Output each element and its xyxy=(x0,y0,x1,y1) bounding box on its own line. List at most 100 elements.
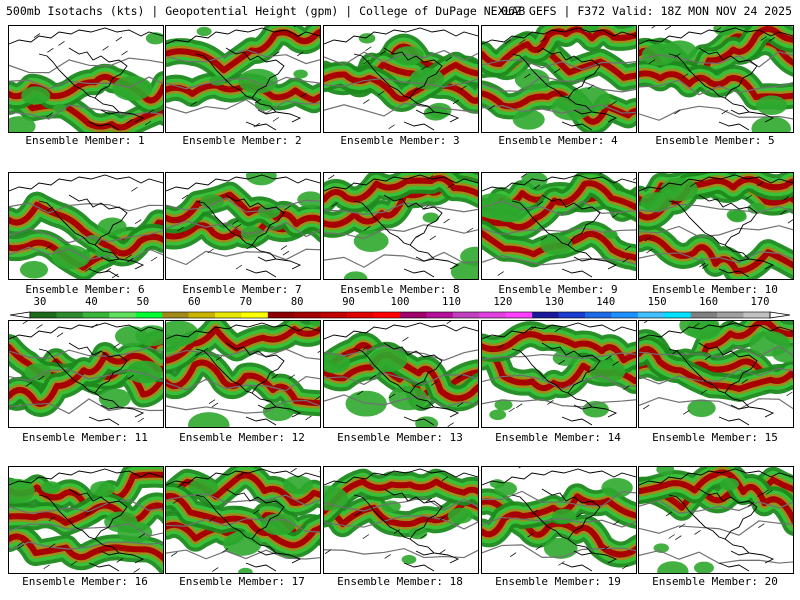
contour-tick xyxy=(324,549,332,554)
ensemble-member-label: Ensemble Member: 15 xyxy=(652,431,778,444)
colorbar-swatch xyxy=(743,312,771,318)
contour-tick xyxy=(540,37,547,43)
height-contour xyxy=(166,375,320,392)
contour-tick xyxy=(94,351,101,357)
ensemble-member-label: Ensemble Member: 9 xyxy=(498,283,618,296)
height-contour xyxy=(482,104,636,114)
contour-tick xyxy=(362,534,370,539)
coastline xyxy=(639,322,793,426)
contour-tick xyxy=(426,175,434,180)
contour-tick xyxy=(704,355,712,360)
contour-tick xyxy=(195,351,202,357)
colorbar-swatch xyxy=(532,312,559,318)
contour-tick xyxy=(282,250,290,256)
contour-tick xyxy=(25,382,32,387)
ensemble-member-label: Ensemble Member: 13 xyxy=(337,431,463,444)
isotach-map xyxy=(166,467,320,573)
contour-tick xyxy=(674,53,681,58)
ensemble-member-label: Ensemble Member: 4 xyxy=(498,134,618,147)
contour-tick xyxy=(446,321,452,324)
contour-tick xyxy=(664,26,672,31)
contour-tick xyxy=(425,497,432,503)
colorbar-swatch xyxy=(558,312,586,318)
contour-tick xyxy=(757,492,764,498)
height-contour xyxy=(9,541,163,551)
jet-band xyxy=(482,331,636,364)
contour-tick xyxy=(554,327,562,333)
colorbar-label: 120 xyxy=(493,296,513,308)
jet-band xyxy=(166,472,320,506)
ensemble-member-map-16 xyxy=(8,466,164,574)
contour-tick xyxy=(211,402,219,408)
colorbar-swatch xyxy=(452,312,480,318)
isotach-map xyxy=(166,321,320,427)
isotach-blob xyxy=(693,561,714,573)
contour-tick xyxy=(221,548,229,553)
isotach-blob xyxy=(258,204,281,219)
height-contour xyxy=(324,515,478,530)
ensemble-member-map-11 xyxy=(8,320,164,428)
isotach-map xyxy=(324,173,478,279)
contour-tick xyxy=(422,205,429,210)
contour-tick xyxy=(363,99,370,104)
isotach-map xyxy=(482,321,636,426)
contour-tick xyxy=(644,236,652,242)
contour-tick xyxy=(22,321,28,325)
isotach-blob xyxy=(422,212,440,223)
contour-tick xyxy=(690,182,697,187)
jet-band xyxy=(482,350,636,392)
contour-tick xyxy=(524,73,531,79)
height-contour xyxy=(482,516,636,528)
contour-tick xyxy=(547,400,554,405)
contour-tick xyxy=(745,194,752,200)
contour-tick xyxy=(58,41,65,46)
isotach-blob xyxy=(751,116,791,132)
contour-tick xyxy=(646,248,653,254)
isotach-blob xyxy=(408,527,428,540)
colorbar-swatch xyxy=(241,312,269,318)
contour-tick xyxy=(380,50,387,56)
contour-tick xyxy=(643,321,648,324)
run-valid-time: 06Z GEFS | F372 Valid: 18Z MON NOV 24 20… xyxy=(501,4,792,18)
contour-tick xyxy=(519,39,526,44)
isotach-map xyxy=(9,27,163,132)
isotach-blob xyxy=(601,477,633,498)
ensemble-member-map-12 xyxy=(165,320,321,428)
contour-tick xyxy=(457,402,464,407)
ensemble-member-map-9 xyxy=(481,172,637,280)
contour-tick xyxy=(533,184,541,190)
contour-tick xyxy=(634,36,636,39)
isotach-blob xyxy=(261,513,296,536)
jet-band xyxy=(482,493,636,538)
contour-tick xyxy=(354,511,362,517)
height-contour xyxy=(639,251,793,264)
contour-tick xyxy=(235,264,243,270)
colorbar-label: 30 xyxy=(33,296,47,308)
contour-tick xyxy=(127,374,134,380)
contour-tick xyxy=(531,509,538,515)
contour-tick xyxy=(504,39,512,45)
colorbar-swatch xyxy=(400,312,427,318)
contour-tick xyxy=(747,502,755,507)
isotach-blob xyxy=(297,191,320,208)
height-contour xyxy=(639,520,793,536)
ensemble-member-map-20 xyxy=(638,466,794,574)
isotach-blob xyxy=(552,508,577,524)
contour-tick xyxy=(131,187,138,192)
isotach-blob xyxy=(358,33,376,44)
contour-tick xyxy=(364,226,371,231)
height-contour xyxy=(482,352,636,360)
isotach-blob xyxy=(117,521,153,544)
colorbar-swatch xyxy=(664,312,692,318)
contour-tick xyxy=(535,545,542,550)
contour-tick xyxy=(133,568,140,573)
colorbar-label: 60 xyxy=(187,296,201,308)
contour-tick xyxy=(648,59,656,64)
contour-tick xyxy=(447,422,454,427)
contour-tick xyxy=(177,482,185,488)
height-contour xyxy=(482,75,636,93)
contour-tick xyxy=(445,56,452,62)
contour-tick xyxy=(297,32,304,38)
isotach-blob xyxy=(393,46,424,66)
contour-tick xyxy=(104,267,112,273)
